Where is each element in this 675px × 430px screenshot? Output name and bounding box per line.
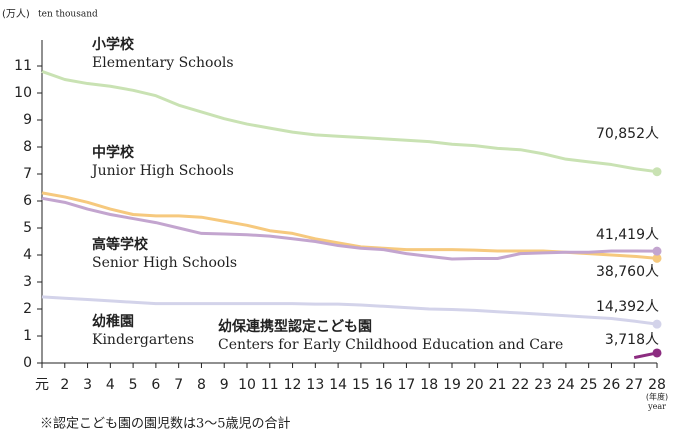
x-tick-label: 4 [106,377,115,393]
x-tick-label: 26 [603,377,621,393]
series-name-en: Centers for Early Childhood Education an… [218,337,563,353]
x-tick-label: 24 [557,377,575,393]
end-point [652,253,662,263]
y-tick-label: 0 [23,355,32,371]
x-tick-label: 22 [511,377,529,393]
y-unit-en: ten thousand [38,10,98,20]
x-tick-label: 25 [580,377,598,393]
x-tick-label: 28 [648,377,666,393]
x-tick-label: 11 [261,377,279,393]
value-label: 41,419人 [596,227,659,243]
x-tick-label: 10 [238,377,256,393]
y-tick-label: 6 [23,193,32,209]
series-name: 幼保連携型認定こども園 [218,318,372,335]
series-line [41,295,658,326]
x-unit-en: year [647,402,666,411]
series-name: 幼稚園 [92,313,134,330]
x-tick-label: 16 [375,377,393,393]
y-tick-label: 11 [14,58,32,74]
y-tick-label: 2 [23,301,32,317]
x-tick-label: 2 [60,377,69,393]
series-name-en: Senior High Schools [92,255,237,271]
value-label: 3,718人 [605,332,659,348]
y-tick-label: 8 [23,139,32,155]
y-tick-label: 9 [23,112,32,128]
x-tick-label: 8 [197,377,206,393]
x-tick-label: 5 [129,377,138,393]
x-tick-label: 18 [420,377,438,393]
y-unit: (万人) [2,8,30,20]
x-tick-label: 元 [35,377,49,393]
x-tick-label: 19 [443,377,461,393]
x-tick-label: 14 [329,377,347,393]
x-unit: (年度) [646,392,668,402]
value-label: 14,392人 [596,299,659,315]
series-name: 小学校 [92,36,135,53]
x-tick-label: 6 [151,377,160,393]
x-tick-label: 27 [625,377,643,393]
series-line [41,196,658,261]
x-tick-label: 13 [306,377,324,393]
series-name: 高等学校 [92,236,149,253]
x-tick-label: 9 [220,377,229,393]
x-tick-label: 15 [352,377,370,393]
x-tick-label: 7 [174,377,183,393]
y-tick-label: 10 [14,85,32,101]
series-name-en: Kindergartens [92,332,194,348]
series-name-en: Junior High Schools [90,163,234,179]
footnote: ※認定こども園の園児数は3～5歳児の合計 [40,416,291,430]
end-point [652,319,662,329]
value-label: 38,760人 [596,264,659,280]
series-name: 中学校 [92,144,135,161]
x-tick-label: 17 [398,377,416,393]
x-tick-label: 23 [534,377,552,393]
series-line [41,69,658,174]
y-tick-label: 7 [23,166,32,182]
x-tick-label: 20 [466,377,484,393]
value-label: 70,852人 [596,126,659,142]
y-tick-label: 1 [23,328,32,344]
end-point [652,348,662,358]
end-point [652,246,662,256]
x-tick-label: 3 [83,377,92,393]
y-tick-label: 4 [23,247,32,263]
end-point [652,167,662,177]
y-tick-label: 5 [23,220,32,236]
y-tick-label: 3 [23,274,32,290]
x-tick-label: 21 [489,377,507,393]
x-tick-label: 12 [284,377,302,393]
series-name-en: Elementary Schools [92,55,234,71]
